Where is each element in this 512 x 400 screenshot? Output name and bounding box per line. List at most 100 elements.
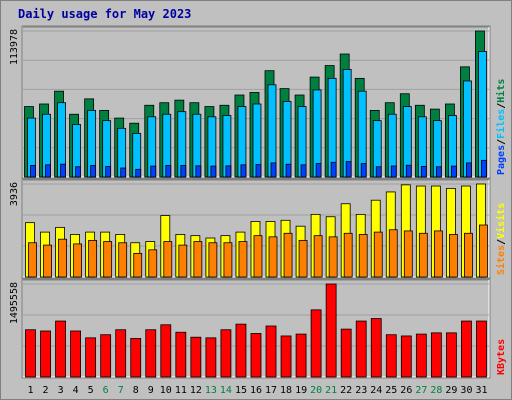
bar-pages-16 [255,164,262,178]
x-tick-label-25: 25 [385,385,397,396]
bar-files-31 [478,51,487,178]
bar-sites-18 [283,232,293,278]
bar-kbytes-4 [70,330,81,378]
bar-sites-3 [58,238,67,278]
x-tick-label-13: 13 [205,385,217,396]
bar-kbytes-9 [145,329,157,378]
x-tick-label-3: 3 [58,385,64,396]
bar-pages-9 [150,165,157,178]
legend-word-0-2: Files [495,109,507,139]
bar-pages-14 [225,165,232,178]
x-tick-label-30: 30 [460,385,472,396]
bar-pages-25 [390,165,397,178]
panel-border-1 [21,178,491,279]
x-tick-label-9: 9 [148,385,154,396]
x-tick-label-23: 23 [355,385,367,396]
bar-sites-23 [358,234,368,278]
bar-pages-1 [30,165,36,178]
bar-sites-25 [388,229,398,278]
bar-pages-15 [240,164,247,178]
bar-sites-30 [464,232,473,278]
bar-kbytes-1 [25,329,36,378]
bar-kbytes-28 [430,332,442,378]
x-tick-label-11: 11 [175,385,187,396]
x-tick-label-6: 6 [103,385,109,396]
bar-sites-19 [298,239,308,278]
x-tick-label-21: 21 [325,385,337,396]
bar-kbytes-23 [355,320,367,378]
bar-sites-10 [163,241,173,278]
bar-kbytes-31 [476,320,487,378]
bar-sites-12 [193,241,203,278]
x-tick-label-17: 17 [265,385,277,396]
bar-sites-22 [343,232,353,278]
bar-pages-18 [285,163,292,178]
x-tick-label-31: 31 [475,385,487,396]
x-tick-label-16: 16 [250,385,262,396]
bar-sites-15 [238,241,248,278]
legend-word-0-3: / [496,103,507,109]
bar-pages-19 [300,164,307,178]
bar-kbytes-10 [160,324,172,378]
bar-kbytes-6 [100,334,112,378]
bar-files-22 [342,69,352,178]
x-tick-label-2: 2 [43,385,49,396]
bar-pages-23 [360,163,367,178]
legend-word-1-0: Sites [495,245,507,275]
x-tick-label-28: 28 [430,385,442,396]
bar-sites-26 [403,230,413,278]
x-tick-label-24: 24 [370,385,382,396]
axis-legend-1: Sites/Visits [495,203,507,275]
bar-sites-29 [449,234,458,278]
bar-sites-21 [328,236,338,278]
bar-sites-16 [253,235,263,278]
bar-kbytes-17 [265,325,277,378]
legend-word-2-0: KBytes [496,339,507,375]
chart-title: Daily usage for May 2023 [18,7,191,21]
bar-pages-4 [75,166,81,178]
x-tick-label-15: 15 [235,385,247,396]
bar-pages-30 [466,162,472,178]
x-tick-label-5: 5 [88,385,94,396]
bar-pages-26 [405,164,412,178]
bar-kbytes-14 [220,329,232,378]
legend-word-1-1: / [496,239,507,245]
bar-kbytes-13 [205,337,217,378]
bar-sites-1 [28,242,37,278]
bar-sites-2 [43,244,52,278]
bar-kbytes-24 [370,318,382,378]
bar-pages-17 [270,162,277,178]
bar-kbytes-8 [130,338,142,378]
x-tick-label-27: 27 [415,385,427,396]
bar-kbytes-2 [40,330,51,378]
bar-kbytes-3 [55,320,66,378]
legend-word-0-0: Pages [496,145,507,175]
bar-sites-5 [88,239,98,278]
bar-sites-9 [148,249,158,278]
bar-kbytes-29 [446,332,457,378]
bar-pages-7 [120,167,127,178]
panel-border-2 [21,278,491,379]
x-tick-label-4: 4 [73,385,79,396]
bar-kbytes-25 [385,334,397,378]
bar-sites-20 [313,235,323,278]
bar-pages-3 [60,163,66,178]
x-tick-label-12: 12 [190,385,202,396]
bar-kbytes-19 [295,333,307,378]
y-max-label-2: 1495558 [9,282,20,324]
bar-sites-17 [268,236,278,278]
bar-pages-13 [210,165,217,178]
bar-sites-7 [118,242,128,278]
x-tick-label-7: 7 [118,385,124,396]
bar-kbytes-20 [310,309,322,378]
x-tick-label-10: 10 [160,385,172,396]
bar-kbytes-7 [115,329,127,378]
legend-word-0-4: Hits [495,79,507,103]
bar-kbytes-30 [461,320,472,378]
bar-kbytes-26 [400,335,412,378]
x-tick-label-20: 20 [310,385,322,396]
bar-sites-4 [73,243,82,278]
x-tick-label-18: 18 [280,385,292,396]
bar-sites-31 [479,224,488,278]
